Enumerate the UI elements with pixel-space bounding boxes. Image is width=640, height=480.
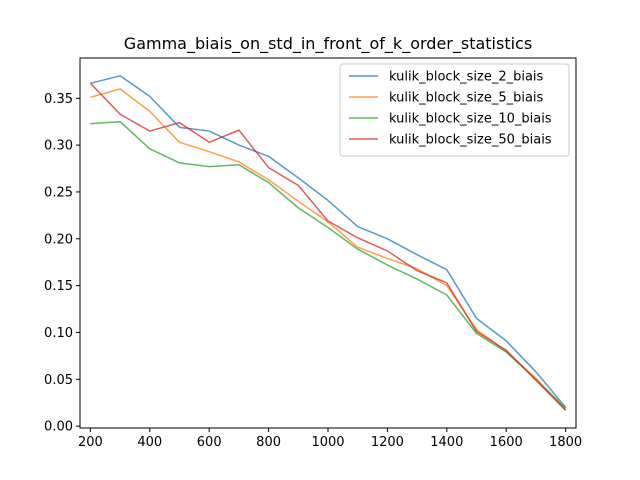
x-tick-label: 1600 (490, 435, 523, 450)
legend: kulik_block_size_2_biais kulik_block_size… (339, 63, 570, 157)
y-tick-label: 0.20 (44, 232, 73, 247)
y-tick-label: 0.35 (44, 92, 73, 107)
legend-box (339, 63, 570, 157)
series-layer (89, 75, 567, 411)
y-tick-label: 0.25 (44, 185, 73, 200)
legend-label: kulik_block_size_10_biais (389, 112, 552, 127)
y-tick-label: 0.30 (44, 139, 73, 154)
x-axis: 200 400 600 800 1000 1200 1400 1600 1800 (78, 428, 582, 450)
x-tick-label: 800 (256, 435, 281, 450)
legend-label: kulik_block_size_50_biais (389, 133, 552, 148)
y-tick-label: 0.05 (44, 373, 73, 388)
x-tick-label: 200 (78, 435, 103, 450)
x-tick-label: 1400 (430, 435, 463, 450)
x-tick-label: 600 (197, 435, 222, 450)
legend-label: kulik_block_size_5_biais (389, 91, 544, 106)
y-tick-label: 0.00 (44, 420, 73, 435)
legend-label: kulik_block_size_2_biais (389, 70, 544, 85)
y-tick-label: 0.10 (44, 326, 73, 341)
series-line-2 (90, 88, 567, 411)
series-line-4 (89, 82, 567, 411)
x-tick-label: 1000 (311, 435, 344, 450)
x-tick-label: 400 (137, 435, 162, 450)
series-line-1 (90, 75, 567, 408)
y-tick-label: 0.15 (44, 279, 73, 294)
y-axis: 0.00 0.05 0.10 0.15 0.20 0.25 0.30 0.35 (44, 92, 80, 435)
chart-title: Gamma_biais_on_std_in_front_of_k_order_s… (124, 34, 532, 54)
x-tick-label: 1800 (549, 435, 582, 450)
x-tick-label: 1200 (371, 435, 404, 450)
series-line-3 (90, 120, 567, 409)
